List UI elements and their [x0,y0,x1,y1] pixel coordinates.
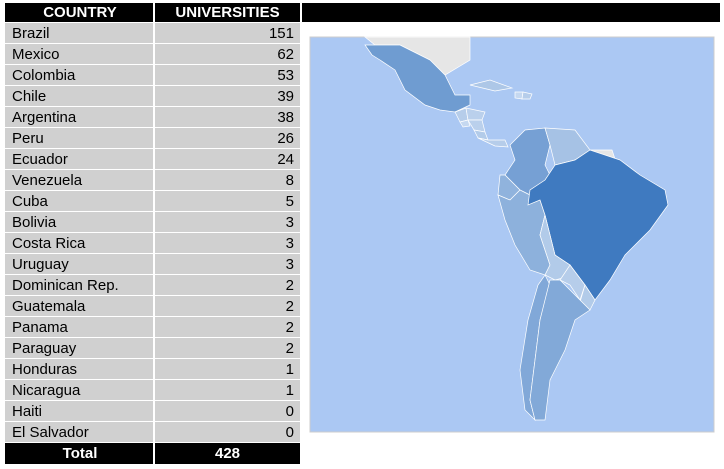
cell [155,128,300,148]
cell [155,212,300,232]
cell [155,422,300,442]
university-count: 8 [286,172,294,189]
country-name: Venezuela [12,172,83,189]
cell [5,65,153,85]
country-name: Dominican Rep. [12,277,119,294]
country-name: Ecuador [12,151,68,168]
country-name: Cuba [12,193,49,210]
country-name: Costa Rica [12,235,86,252]
cell [5,422,153,442]
country-shape [459,119,471,128]
cell [5,380,153,400]
university-count: 24 [277,151,294,168]
university-count: 151 [269,25,294,42]
university-count: 3 [286,235,294,252]
university-count: 0 [286,424,294,441]
university-count: 26 [277,130,294,147]
country-name: Bolivia [12,214,57,231]
country-name: Haiti [12,403,42,420]
country-name: Mexico [12,46,60,63]
country-shape [469,79,514,92]
header-label: UNIVERSITIES [175,4,279,21]
cell [5,401,153,421]
cell [5,317,153,337]
country-name: Brazil [12,25,50,42]
total-cell [155,443,300,464]
country-name: Chile [12,88,46,105]
country-name: Nicaragua [12,382,81,399]
country-shape [477,137,509,148]
cell [155,86,300,106]
country-name: Paraguay [12,340,77,357]
header-label: COUNTRY [43,4,117,21]
total-cell [5,443,153,464]
university-count: 39 [277,88,294,105]
university-count: 5 [286,193,294,210]
total-value: 428 [215,445,240,462]
country-name: Peru [12,130,44,147]
cell [5,212,153,232]
university-count: 2 [286,319,294,336]
map [364,36,669,422]
country-name: El Salvador [12,424,89,441]
cell [5,86,153,106]
country-shape [559,264,586,301]
cell [155,275,300,295]
header-cell [155,3,300,22]
cell [5,170,153,190]
cell [5,254,153,274]
cell [155,65,300,85]
cell [5,233,153,253]
university-count: 38 [277,109,294,126]
university-count: 2 [286,277,294,294]
university-count: 2 [286,298,294,315]
cell [5,338,153,358]
university-count: 1 [286,361,294,378]
cell [155,359,300,379]
cell [5,191,153,211]
university-count: 1 [286,382,294,399]
cell [155,149,300,169]
cell [155,170,300,190]
cell [155,254,300,274]
cell [155,296,300,316]
university-count: 62 [277,46,294,63]
country-name: Panama [12,319,69,336]
university-count: 0 [286,403,294,420]
cell [155,233,300,253]
cell [155,44,300,64]
country-name: Honduras [12,361,77,378]
cell [155,317,300,337]
cell [155,23,300,43]
cell [5,149,153,169]
country-name: Argentina [12,109,77,126]
country-shape [529,279,591,421]
total-label: Total [63,445,98,462]
cell [5,44,153,64]
country-shape [527,149,669,301]
country-shape [521,91,533,100]
cell [155,380,300,400]
university-count: 3 [286,256,294,273]
university-count: 3 [286,214,294,231]
cell [5,128,153,148]
university-count: 2 [286,340,294,357]
country-name: Guatemala [12,298,86,315]
cell [155,107,300,127]
cell [5,359,153,379]
cell [5,296,153,316]
header-bar [302,3,720,22]
header-cell [5,3,153,22]
university-count: 53 [277,67,294,84]
cell [155,338,300,358]
cell [5,275,153,295]
cell [5,23,153,43]
country-name: Colombia [12,67,76,84]
cell [155,191,300,211]
country-name: Uruguay [12,256,69,273]
cell [5,107,153,127]
cell [155,401,300,421]
